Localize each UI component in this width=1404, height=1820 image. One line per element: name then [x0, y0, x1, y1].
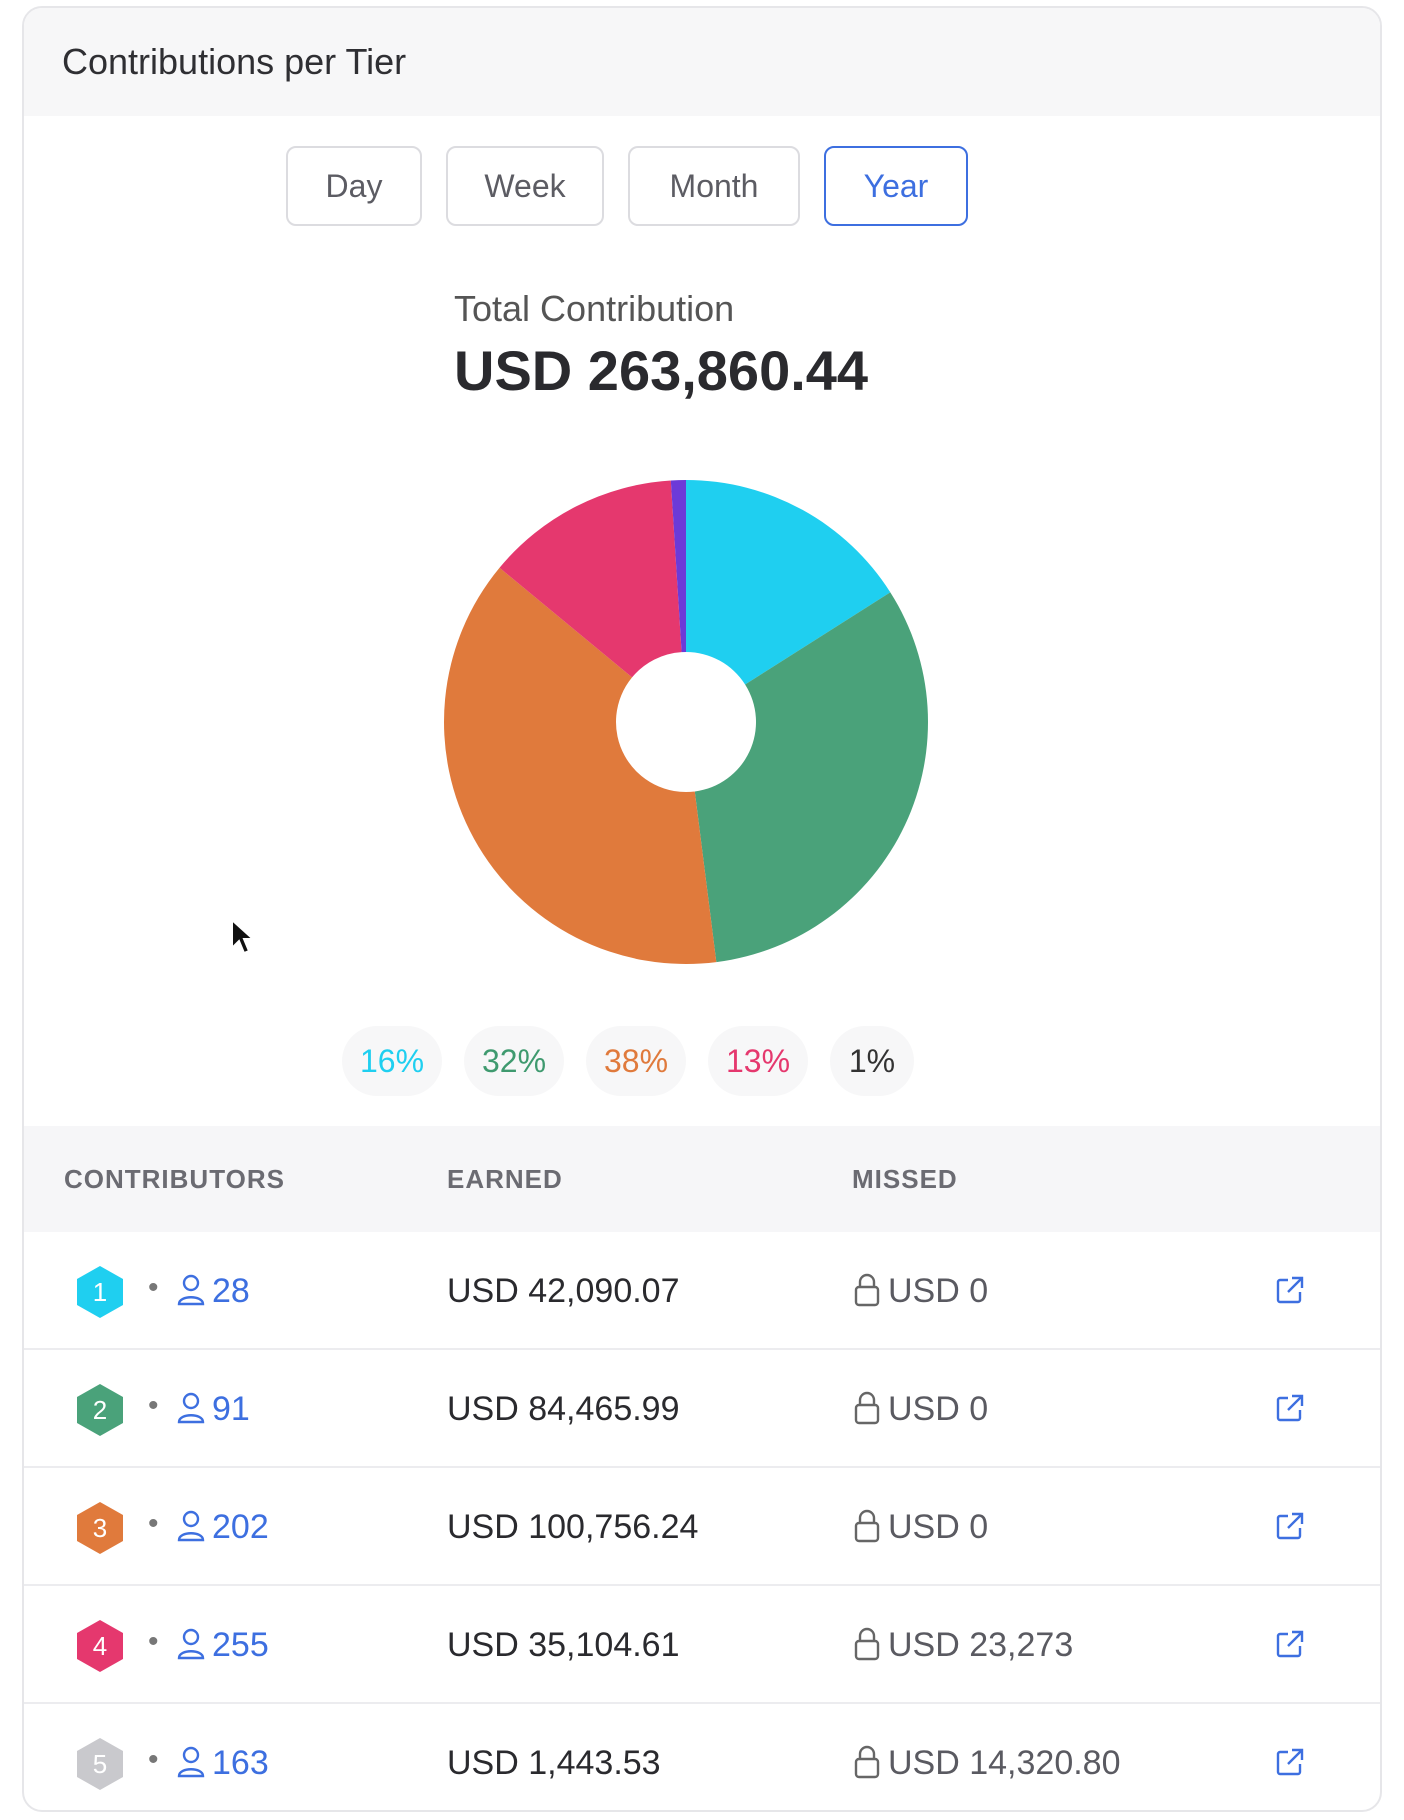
- donut-slice-4[interactable]: [499, 480, 682, 678]
- total-contribution-label: Total Contribution: [454, 288, 735, 329]
- contributors-count-link[interactable]: 28: [212, 1272, 250, 1310]
- percentage-legend: 16% 32% 38% 13% 1%: [24, 1026, 1380, 1096]
- pct-chip-tier-3: 38%: [586, 1026, 686, 1096]
- earned-value: USD 35,104.61: [447, 1626, 680, 1664]
- period-week-button[interactable]: Week: [446, 146, 604, 226]
- tier-badge-icon: 4: [77, 1620, 123, 1672]
- card-title: Contributions per Tier: [62, 41, 407, 82]
- tier-number: 4: [93, 1631, 107, 1661]
- external-link-icon[interactable]: [1274, 1510, 1306, 1542]
- mouse-cursor-icon: [231, 918, 256, 955]
- period-selector: Day Week Month Year: [24, 146, 1380, 226]
- table-row: 1 • 28 USD 42,090.07 USD 0: [24, 1232, 1380, 1350]
- table-row: 4 • 255 USD 35,104.61 USD 23,273: [24, 1586, 1380, 1704]
- missed-value: USD 0: [888, 1390, 989, 1428]
- tier-badge-shape: [77, 1738, 123, 1790]
- person-icon: [177, 1274, 205, 1306]
- tier-number: 3: [93, 1513, 107, 1543]
- table-row: 3 • 202 USD 100,756.24 USD 0: [24, 1468, 1380, 1586]
- period-day-button[interactable]: Day: [286, 146, 422, 226]
- separator-dot: •: [148, 1743, 159, 1776]
- table-header: CONTRIBUTORS EARNED MISSED: [24, 1126, 1380, 1232]
- donut-slice-3[interactable]: [444, 567, 717, 964]
- person-icon: [177, 1628, 205, 1660]
- table-row: 5 • 163 USD 1,443.53 USD 14,320.80: [24, 1704, 1380, 1810]
- separator-dot: •: [148, 1625, 159, 1658]
- missed-value: USD 23,273: [888, 1626, 1074, 1664]
- lock-icon: [854, 1745, 880, 1779]
- lock-icon: [854, 1391, 880, 1425]
- separator-dot: •: [148, 1271, 159, 1304]
- card-header: Contributions per Tier: [24, 8, 1380, 116]
- contributors-count-link[interactable]: 163: [212, 1744, 269, 1782]
- table-row: 2 • 91 USD 84,465.99 USD 0: [24, 1350, 1380, 1468]
- lock-icon: [854, 1627, 880, 1661]
- contributors-count-link[interactable]: 255: [212, 1626, 269, 1664]
- tier-donut-chart: [444, 480, 928, 964]
- donut-slice-5[interactable]: [670, 480, 686, 653]
- tier-number: 5: [93, 1749, 107, 1779]
- contributors-count-link[interactable]: 202: [212, 1508, 269, 1546]
- earned-value: USD 100,756.24: [447, 1508, 699, 1546]
- contributors-count-link[interactable]: 91: [212, 1390, 250, 1428]
- tier-number: 1: [93, 1277, 107, 1307]
- donut-slice-2[interactable]: [694, 592, 928, 963]
- contributions-card: Contributions per Tier Day Week Month Ye…: [22, 6, 1382, 1812]
- tier-badge-icon: 1: [77, 1266, 123, 1318]
- pct-chip-tier-1: 16%: [342, 1026, 442, 1096]
- column-missed: MISSED: [852, 1164, 958, 1194]
- external-link-icon[interactable]: [1274, 1628, 1306, 1660]
- tier-number: 2: [93, 1395, 107, 1425]
- tier-badge-shape: [77, 1266, 123, 1318]
- lock-icon: [854, 1273, 880, 1307]
- column-earned: EARNED: [447, 1164, 563, 1194]
- person-icon: [177, 1510, 205, 1542]
- person-icon: [177, 1746, 205, 1778]
- missed-value: USD 0: [888, 1508, 989, 1546]
- external-link-icon[interactable]: [1274, 1392, 1306, 1424]
- tier-badge-shape: [77, 1620, 123, 1672]
- separator-dot: •: [148, 1507, 159, 1540]
- period-month-button[interactable]: Month: [628, 146, 800, 226]
- missed-value: USD 0: [888, 1272, 989, 1310]
- tier-badge-icon: 3: [77, 1502, 123, 1554]
- pct-chip-tier-5: 1%: [830, 1026, 914, 1096]
- earned-value: USD 1,443.53: [447, 1744, 661, 1782]
- tier-badge-icon: 5: [77, 1738, 123, 1790]
- tier-badge-icon: 2: [77, 1384, 123, 1436]
- person-icon: [177, 1392, 205, 1424]
- column-contributors: CONTRIBUTORS: [64, 1164, 285, 1194]
- tier-badge-shape: [77, 1502, 123, 1554]
- pct-chip-tier-2: 32%: [464, 1026, 564, 1096]
- period-year-button[interactable]: Year: [824, 146, 968, 226]
- earned-value: USD 42,090.07: [447, 1272, 680, 1310]
- missed-value: USD 14,320.80: [888, 1744, 1121, 1782]
- tier-badge-shape: [77, 1384, 123, 1436]
- lock-icon: [854, 1509, 880, 1543]
- external-link-icon[interactable]: [1274, 1746, 1306, 1778]
- pct-chip-tier-4: 13%: [708, 1026, 808, 1096]
- donut-slice-1[interactable]: [686, 480, 891, 685]
- external-link-icon[interactable]: [1274, 1274, 1306, 1306]
- separator-dot: •: [148, 1389, 159, 1422]
- total-contribution-value: USD 263,860.44: [454, 339, 869, 402]
- earned-value: USD 84,465.99: [447, 1390, 680, 1428]
